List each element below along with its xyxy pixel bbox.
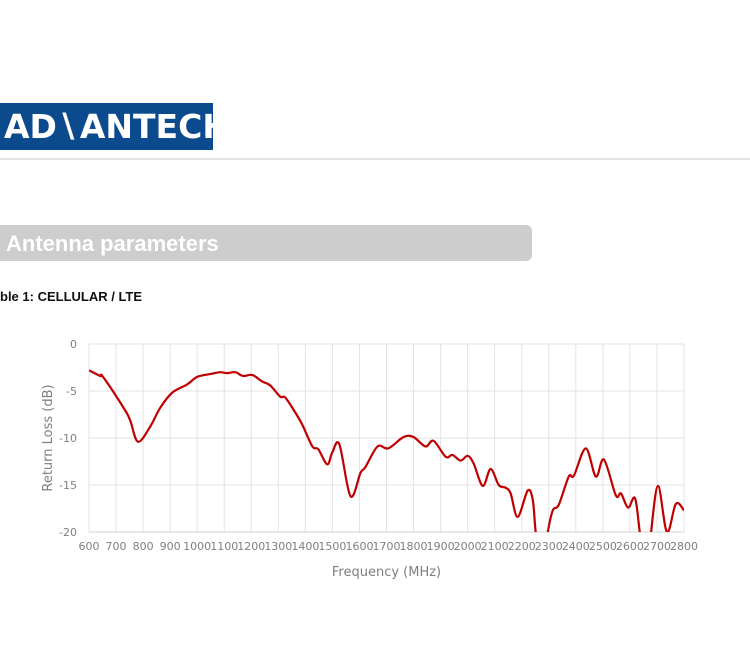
advantech-logo: AD∖ANTECH xyxy=(0,103,230,150)
y-tick-label: -10 xyxy=(59,432,77,445)
y-axis-label: Return Loss (dB) xyxy=(41,384,56,491)
x-tick-label: 2300 xyxy=(535,540,563,553)
x-tick-label: 1100 xyxy=(210,540,238,553)
x-tick-label: 2800 xyxy=(670,540,698,553)
header-divider xyxy=(0,158,750,160)
x-tick-label: 2200 xyxy=(508,540,536,553)
x-tick-label: 2700 xyxy=(643,540,671,553)
return-loss-chart: 600 700 800 900 1000 1100 1200 1300 1400 1500 1600… xyxy=(41,338,698,580)
x-tick-label: 1400 xyxy=(291,540,319,553)
x-tick-label: 2100 xyxy=(481,540,509,553)
x-tick-label: 1200 xyxy=(237,540,265,553)
y-tick-label: -5 xyxy=(66,385,77,398)
x-tick-label: 1900 xyxy=(427,540,455,553)
section-title: Antenna parameters xyxy=(6,231,219,256)
return-loss-line xyxy=(89,369,684,532)
x-tick-label: 1000 xyxy=(183,540,211,553)
section-header: Antenna parameters xyxy=(0,225,532,261)
x-tick-label: 2600 xyxy=(616,540,644,553)
table-caption: ble 1: CELLULAR / LTE xyxy=(0,289,143,304)
y-tick-label: -20 xyxy=(59,526,77,539)
x-tick-label: 900 xyxy=(160,540,181,553)
x-tick-label: 1300 xyxy=(264,540,292,553)
x-tick-label: 2500 xyxy=(589,540,617,553)
x-tick-label: 700 xyxy=(106,540,127,553)
x-axis-label: Frequency (MHz) xyxy=(332,565,441,580)
x-tick-label: 2400 xyxy=(562,540,590,553)
y-tick-label: 0 xyxy=(70,338,77,351)
x-tick-label: 2000 xyxy=(454,540,482,553)
x-tick-label: 800 xyxy=(133,540,154,553)
x-tick-label: 1800 xyxy=(400,540,428,553)
x-tick-label: 1500 xyxy=(318,540,346,553)
y-tick-label: -15 xyxy=(59,479,77,492)
x-tick-label: 600 xyxy=(79,540,100,553)
logo-text: AD∖ANTECH xyxy=(4,107,230,146)
x-tick-label: 1700 xyxy=(373,540,401,553)
x-tick-label: 1600 xyxy=(345,540,373,553)
